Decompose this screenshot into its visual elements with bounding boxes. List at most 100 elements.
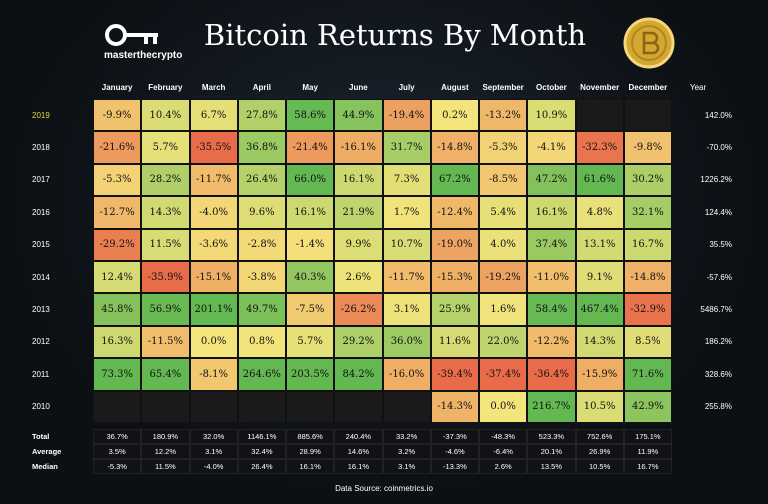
return-cell: 12.4%	[93, 261, 142, 294]
return-cell: -37.4%	[479, 358, 528, 391]
summary-value: 2.6%	[479, 459, 528, 474]
return-cell: -14.8%	[623, 261, 672, 294]
year-total: -57.6%	[706, 272, 732, 282]
return-cell: -12.7%	[93, 196, 142, 229]
return-cell: 28.2%	[141, 163, 190, 197]
summary-value: 3.1%	[189, 444, 238, 459]
summary-value: 885.6%	[286, 429, 335, 444]
column-header: April	[252, 82, 271, 92]
return-cell: 0.0%	[189, 325, 238, 359]
return-cell: 5.4%	[479, 196, 528, 229]
column-header: February	[148, 82, 183, 92]
return-cell: 37.4%	[527, 228, 576, 261]
summary-value: 3.5%	[93, 444, 142, 459]
return-cell: -36.4%	[527, 358, 576, 391]
summary-value: 26.9%	[575, 444, 624, 459]
year-label: 2017	[32, 175, 50, 185]
summary-value: 16.1%	[334, 459, 383, 474]
year-total: 186.2%	[704, 337, 732, 347]
return-cell: 67.2%	[430, 163, 479, 197]
column-header: October	[536, 82, 567, 92]
empty-cell	[623, 99, 672, 132]
return-cell: 47.2%	[527, 163, 576, 197]
summary-value: 180.9%	[141, 429, 190, 444]
return-cell: 56.9%	[141, 293, 190, 326]
summary-value: 20.1%	[527, 444, 576, 459]
return-cell: 9.9%	[334, 228, 383, 261]
return-cell: 6.7%	[189, 99, 238, 132]
return-cell: 8.5%	[623, 325, 672, 359]
summary-value: 32.4%	[237, 444, 286, 459]
summary-label: Average	[32, 447, 62, 456]
return-cell: -35.9%	[141, 261, 190, 294]
return-cell: -15.3%	[430, 261, 479, 294]
return-cell: 16.7%	[623, 228, 672, 261]
year-header: Year	[690, 82, 707, 92]
summary-value: 28.9%	[286, 444, 335, 459]
year-label: 2016	[32, 207, 50, 217]
summary-value: 12.2%	[141, 444, 190, 459]
empty-cell	[189, 390, 238, 423]
column-header: July	[398, 82, 415, 92]
return-cell: 16.1%	[334, 163, 383, 197]
summary-label: Median	[32, 462, 58, 471]
return-cell: 71.6%	[623, 358, 672, 391]
year-label: 2013	[32, 305, 50, 315]
year-total: 124.4%	[704, 207, 732, 217]
summary-value: 523.3%	[527, 429, 576, 444]
year-label: 2014	[32, 272, 50, 282]
empty-cell	[334, 390, 383, 423]
summary-value: -37.3%	[430, 429, 479, 444]
return-cell: 16.1%	[527, 196, 576, 229]
return-cell: 13.1%	[575, 228, 624, 261]
return-cell: -11.7%	[382, 261, 431, 294]
summary-value: -5.3%	[93, 459, 142, 474]
summary-value: 752.6%	[575, 429, 624, 444]
column-header: January	[101, 82, 133, 92]
return-cell: 30.2%	[623, 163, 672, 197]
return-cell: 45.8%	[93, 293, 142, 326]
year-total: 1226.2%	[700, 175, 732, 185]
return-cell: -12.2%	[527, 325, 576, 359]
return-cell: 9.6%	[237, 196, 286, 229]
column-header: June	[349, 82, 368, 92]
summary-value: 11.5%	[141, 459, 190, 474]
return-cell: 58.6%	[286, 99, 335, 132]
return-cell: 58.4%	[527, 293, 576, 326]
return-cell: -7.5%	[286, 293, 335, 326]
return-cell: 10.4%	[141, 99, 190, 132]
return-cell: -9.8%	[623, 131, 672, 164]
year-label: 2015	[32, 240, 50, 250]
return-cell: -19.2%	[479, 261, 528, 294]
summary-value: 14.6%	[334, 444, 383, 459]
year-label: 2012	[32, 337, 50, 347]
year-total: 35.5%	[709, 240, 732, 250]
return-cell: -21.6%	[93, 131, 142, 164]
year-label: 2018	[32, 143, 50, 153]
return-cell: -32.9%	[623, 293, 672, 326]
logo-icon	[105, 24, 158, 46]
summary-value: 3.1%	[382, 459, 431, 474]
summary-value: 240.4%	[334, 429, 383, 444]
summary-value: 36.7%	[93, 429, 142, 444]
return-cell: -14.8%	[430, 131, 479, 164]
return-cell: -12.4%	[430, 196, 479, 229]
footer: Data Source: coinmetrics.io	[335, 484, 433, 493]
return-cell: -15.1%	[189, 261, 238, 294]
return-cell: 42.9%	[623, 390, 672, 423]
return-cell: -13.2%	[479, 99, 528, 132]
return-cell: 16.1%	[286, 196, 335, 229]
summary-value: -6.4%	[479, 444, 528, 459]
return-cell: -4.1%	[527, 131, 576, 164]
return-cell: -3.8%	[237, 261, 286, 294]
return-cell: 11.5%	[141, 228, 190, 261]
return-cell: 3.1%	[382, 293, 431, 326]
return-cell: -1.4%	[286, 228, 335, 261]
empty-cell	[575, 99, 624, 132]
return-cell: 44.9%	[334, 99, 383, 132]
return-cell: 1.7%	[382, 196, 431, 229]
column-header: September	[482, 82, 524, 92]
summary-value: 1146.1%	[237, 429, 286, 444]
return-cell: 203.5%	[286, 358, 335, 391]
return-cell: -26.2%	[334, 293, 383, 326]
